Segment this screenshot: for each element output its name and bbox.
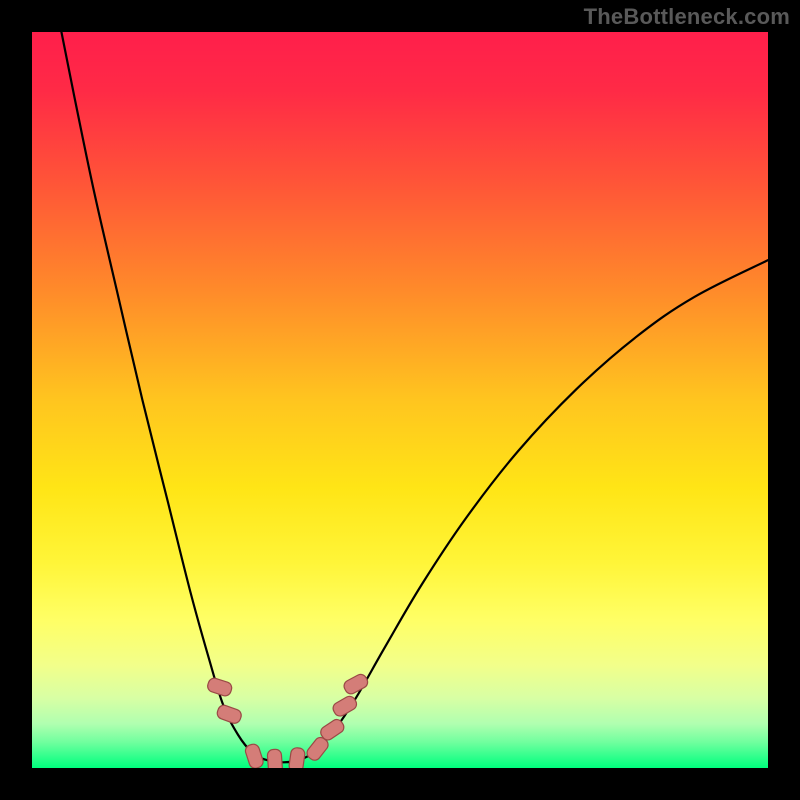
chart-svg <box>0 0 800 800</box>
watermark-text: TheBottleneck.com <box>584 4 790 30</box>
figure-root: TheBottleneck.com <box>0 0 800 800</box>
